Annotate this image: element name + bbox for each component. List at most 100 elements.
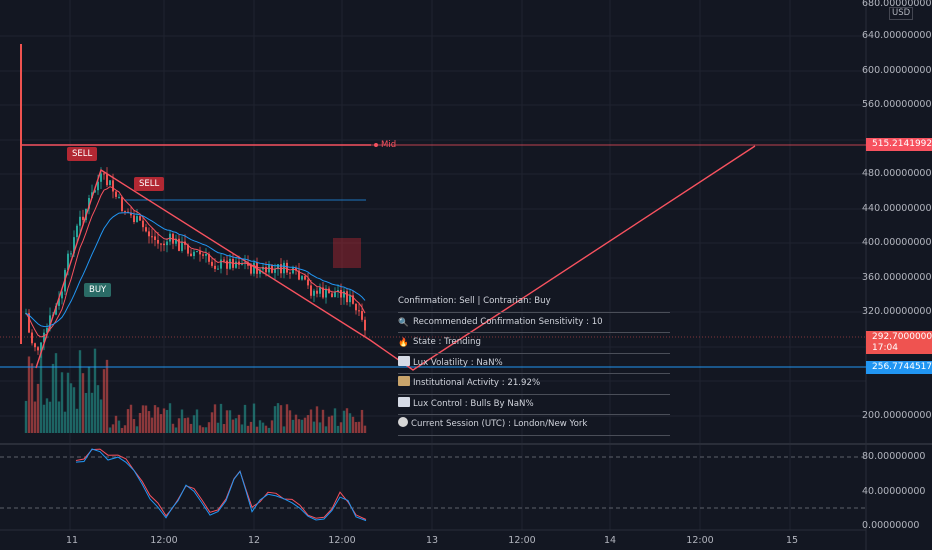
volume-bar — [36, 383, 40, 433]
volume-bar — [297, 419, 301, 433]
candle-body — [46, 327, 48, 333]
volume-bar — [57, 401, 61, 433]
volume-bar — [150, 417, 154, 433]
volume-bar — [279, 405, 283, 433]
volume-bar — [195, 409, 199, 433]
volume-bar — [363, 425, 367, 433]
candle-body — [235, 261, 237, 268]
candle-body — [61, 291, 63, 299]
candle-body — [82, 216, 84, 220]
currency-badge: USD — [889, 7, 914, 20]
time-tick: 11 — [65, 535, 79, 546]
volume-bar — [42, 404, 46, 433]
volume-bar — [348, 413, 352, 433]
bank-icon — [398, 376, 410, 386]
volume-bar — [246, 425, 250, 433]
volume-bar — [129, 404, 133, 433]
candle-body — [343, 291, 345, 298]
volume-bar — [312, 421, 316, 433]
candle-body — [196, 251, 198, 253]
volume-bar — [351, 416, 355, 433]
volume-bar — [330, 415, 334, 433]
volume-bar — [153, 405, 157, 433]
volume-bar — [114, 415, 118, 433]
volume-bar — [78, 350, 82, 433]
chart-icon — [398, 355, 410, 366]
price-tick: 680.00000000 — [862, 0, 932, 9]
volume-bar — [51, 363, 55, 433]
volume-bar — [243, 404, 247, 433]
volume-bar — [69, 383, 73, 433]
candle-body — [178, 238, 180, 251]
candle-body — [34, 343, 36, 348]
candle-body — [127, 211, 129, 213]
candle-body — [151, 236, 153, 238]
volume-bar — [126, 409, 130, 433]
ma-slow — [25, 212, 366, 328]
candle-body — [43, 332, 45, 343]
candle-body — [205, 253, 207, 256]
candle-body — [304, 276, 306, 280]
volume-bar — [345, 408, 349, 433]
candle-body — [331, 293, 333, 298]
time-tick: 13 — [425, 535, 439, 546]
volume-bar — [294, 414, 298, 433]
candle-body — [76, 225, 78, 238]
volume-bar — [252, 403, 256, 433]
candle-body — [277, 264, 279, 270]
volume-bar — [228, 410, 232, 433]
volume-bar — [303, 417, 307, 433]
dashboard-row: 🔍 Recommended Confirmation Sensitivity : … — [398, 313, 670, 333]
trend-lines — [35, 145, 756, 371]
volume-bar — [357, 421, 361, 433]
candle-body — [109, 180, 111, 186]
osc-blue-line — [75, 448, 367, 522]
candle-body — [241, 263, 243, 265]
price-tick: 560.00000000 — [862, 99, 932, 110]
dashboard-row: Lux Volatility : NaN% — [398, 354, 670, 374]
candle-body — [364, 319, 366, 331]
volume-bar — [48, 401, 52, 433]
fire-icon: 🔥 — [398, 338, 409, 348]
volume-bar — [270, 420, 274, 433]
candle-body — [313, 290, 315, 296]
candle-body — [310, 285, 312, 296]
candle-body — [229, 258, 231, 269]
candle-body — [28, 313, 30, 333]
volume-bar — [354, 422, 358, 433]
price-tick: 320.00000000 — [862, 306, 932, 317]
dashboard-row: Lux Control : Bulls By NaN% — [398, 395, 670, 415]
dashboard-row: Institutional Activity : 21.92% — [398, 374, 670, 395]
countdown-tag: 17:04 — [866, 343, 932, 354]
candle-body — [157, 239, 159, 244]
candle-body — [154, 236, 156, 240]
candle-body — [31, 332, 33, 344]
candle-body — [67, 253, 69, 270]
volume-bar — [75, 408, 79, 433]
candle-body — [172, 233, 174, 244]
candle-body — [124, 211, 126, 213]
candle-body — [55, 305, 57, 315]
volume-bar — [156, 407, 160, 433]
candle-body — [202, 254, 204, 256]
volume-bar — [117, 420, 121, 433]
volume-bar — [30, 363, 34, 433]
volume-bar — [33, 401, 37, 433]
candle-body — [250, 265, 252, 274]
volume-bar — [333, 408, 337, 433]
volume-bar — [165, 409, 169, 433]
candle-body — [166, 241, 168, 246]
volume-bar — [144, 405, 148, 433]
candle-body — [193, 251, 195, 257]
volume-bar — [102, 369, 106, 433]
mid-label: Mid — [381, 140, 397, 150]
volume-bars — [24, 348, 367, 433]
volume-bar — [87, 366, 91, 433]
candle-body — [190, 253, 192, 257]
volume-bar — [282, 426, 286, 433]
volume-bar — [210, 412, 214, 433]
volume-bar — [267, 427, 271, 433]
time-tick: 12:00 — [686, 535, 714, 546]
volume-bar — [273, 406, 277, 433]
